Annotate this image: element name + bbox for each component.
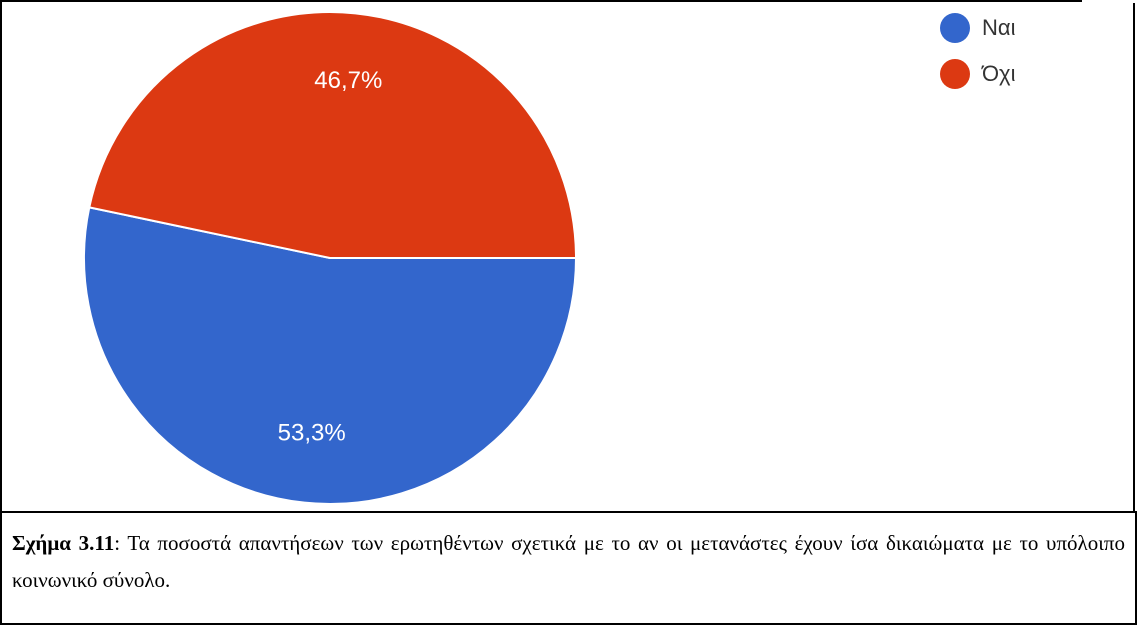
pie-slice-nai: [83, 206, 578, 505]
caption-text: : Τα ποσοστά απαντήσεων των ερωτηθέντων …: [12, 531, 1125, 592]
chart-area: 53,3% 46,7% Ναι Όχι: [0, 0, 1137, 512]
legend-swatch-ochi: [940, 59, 970, 89]
legend: Ναι Όχι: [940, 12, 1016, 104]
pie-slice-ochi: [88, 11, 578, 259]
figure-caption: Σχήμα 3.11: Τα ποσοστά απαντήσεων των ερ…: [0, 511, 1137, 625]
figure-number: Σχήμα 3.11: [12, 531, 115, 555]
slice-label-nai: 53,3%: [278, 420, 346, 447]
slice-label-ochi: 46,7%: [314, 67, 382, 94]
legend-swatch-nai: [940, 13, 970, 43]
legend-item-ochi: Όχι: [940, 58, 1016, 90]
legend-label-ochi: Όχι: [982, 61, 1016, 86]
legend-label-nai: Ναι: [982, 15, 1016, 40]
legend-item-nai: Ναι: [940, 12, 1016, 44]
pie-chart: 53,3% 46,7%: [83, 11, 578, 505]
